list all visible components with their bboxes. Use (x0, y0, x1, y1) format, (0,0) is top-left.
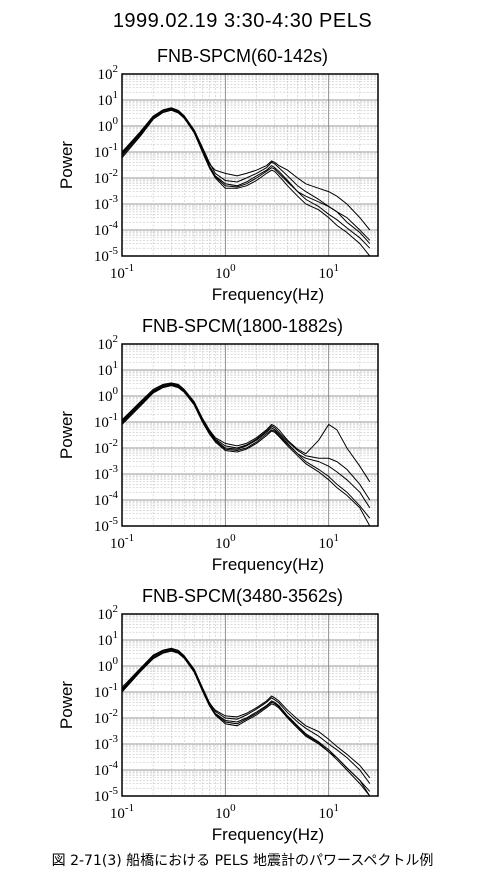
plot-area (122, 74, 378, 256)
x-tick-label: 101 (318, 532, 339, 552)
x-tick-label: 100 (215, 262, 236, 282)
series-line-4 (121, 648, 371, 779)
panel-title: FNB-SPCM(60-142s) (156, 46, 329, 66)
figure-caption: 図 2-71(3) 船橋における PELS 地震計のパワースペクトル例 (51, 853, 434, 869)
y-tick-label: 100 (98, 115, 119, 135)
x-tick-label: 101 (318, 262, 339, 282)
y-tick-label: 10-4 (94, 489, 119, 509)
y-tick-label: 10-5 (94, 515, 119, 535)
y-tick-label: 10-5 (94, 785, 119, 805)
x-axis-label: Frequency(Hz) (212, 555, 324, 574)
x-axis-label: Frequency(Hz) (212, 825, 324, 844)
figure-title: 1999.02.19 3:30-4:30 PELS (112, 10, 373, 32)
panel-title: FNB-SPCM(1800-1882s) (141, 316, 344, 336)
y-tick-label: 102 (98, 603, 119, 623)
y-tick-label: 101 (98, 629, 119, 649)
y-tick-label: 10-1 (94, 141, 118, 161)
series-line-2 (121, 382, 371, 483)
plot-area (122, 344, 378, 526)
y-tick-label: 101 (98, 89, 119, 109)
series-line-1 (121, 108, 371, 249)
y-tick-label: 100 (98, 655, 119, 675)
x-tick-label: 10-1 (110, 802, 134, 822)
y-tick-label: 10-3 (94, 193, 119, 213)
y-axis-label: Power (57, 141, 76, 190)
series-line-5 (121, 109, 371, 241)
grid (121, 614, 379, 797)
spectrum-panel-3: FNB-SPCM(3480-3562s) 102 101 100 10-1 10-2 10… (0, 586, 485, 851)
y-tick-label: 10-2 (94, 707, 118, 727)
x-tick-label: 10-1 (110, 532, 134, 552)
series-line-2 (121, 107, 371, 244)
y-tick-label: 10-1 (94, 681, 118, 701)
series-line-5 (121, 384, 371, 509)
x-tick-label: 101 (318, 802, 339, 822)
plot-area (122, 614, 378, 796)
y-tick-label: 10-4 (94, 219, 119, 239)
x-tick-label: 10-1 (110, 262, 134, 282)
y-tick-label: 10-2 (94, 167, 118, 187)
plot-frame (121, 343, 379, 527)
plot-frame (121, 73, 379, 257)
y-tick-label: 102 (98, 63, 119, 83)
series-line-5 (121, 650, 371, 792)
y-tick-label: 10-3 (94, 463, 119, 483)
panel-title: FNB-SPCM(3480-3562s) (141, 586, 344, 606)
series-line-1 (121, 649, 371, 797)
series-line-3 (121, 109, 371, 257)
spectrum-panel-2: FNB-SPCM(1800-1882s) 102 101 100 10-1 10-2 10… (0, 316, 485, 581)
series-line-1 (121, 383, 371, 519)
x-tick-label: 100 (215, 532, 236, 552)
series-line-2 (121, 647, 371, 784)
x-tick-label: 100 (215, 802, 236, 822)
y-tick-label: 100 (98, 385, 119, 405)
y-tick-label: 10-3 (94, 733, 119, 753)
y-axis-label: Power (57, 411, 76, 460)
y-tick-label: 101 (98, 359, 119, 379)
y-tick-label: 10-4 (94, 759, 119, 779)
y-tick-label: 102 (98, 333, 119, 353)
y-tick-label: 10-5 (94, 245, 119, 265)
x-axis-label: Frequency(Hz) (212, 285, 324, 304)
y-axis-label: Power (57, 681, 76, 730)
spectrum-panel-1: FNB-SPCM(60-142s) 102 101 100 10-1 10-2 10-3 1… (0, 46, 485, 311)
series-line-4 (121, 107, 371, 231)
y-tick-label: 10-1 (94, 411, 118, 431)
plot-frame (121, 613, 379, 797)
series-line-4 (121, 383, 371, 501)
y-tick-label: 10-2 (94, 437, 118, 457)
